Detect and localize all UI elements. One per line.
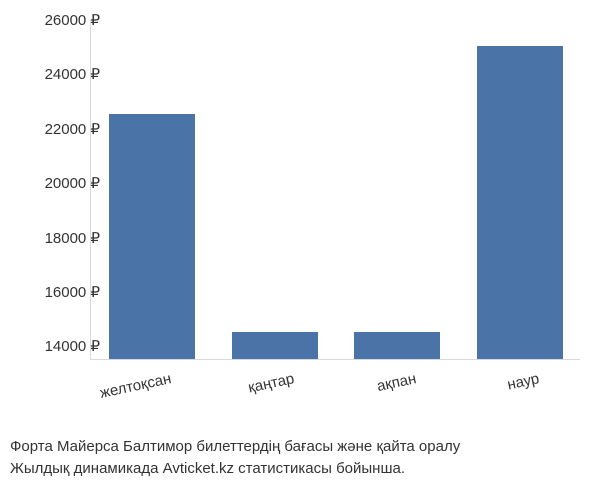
y-tick-label: 22000 ₽ bbox=[20, 120, 100, 138]
plot-area bbox=[90, 20, 580, 360]
caption-line-2: Жылдық динамикада Avticket.kz статистика… bbox=[10, 460, 405, 477]
bar bbox=[109, 114, 195, 359]
y-tick-label: 24000 ₽ bbox=[20, 65, 100, 83]
bar-chart bbox=[90, 20, 580, 360]
bar bbox=[232, 332, 318, 359]
y-tick-label: 16000 ₽ bbox=[20, 283, 100, 301]
bar bbox=[354, 332, 440, 359]
x-tick-label: қаңтар bbox=[175, 370, 296, 412]
caption-line-1: Форта Майерса Балтимор билеттердің бағас… bbox=[10, 438, 460, 455]
x-tick-label: наур bbox=[420, 370, 541, 412]
y-tick-label: 14000 ₽ bbox=[20, 337, 100, 355]
x-tick-label: ақпан bbox=[297, 370, 418, 412]
y-tick-label: 20000 ₽ bbox=[20, 174, 100, 192]
y-tick-label: 26000 ₽ bbox=[20, 11, 100, 29]
bar bbox=[477, 46, 563, 359]
x-tick-label: желтоқсан bbox=[52, 370, 173, 412]
y-tick-label: 18000 ₽ bbox=[20, 229, 100, 247]
